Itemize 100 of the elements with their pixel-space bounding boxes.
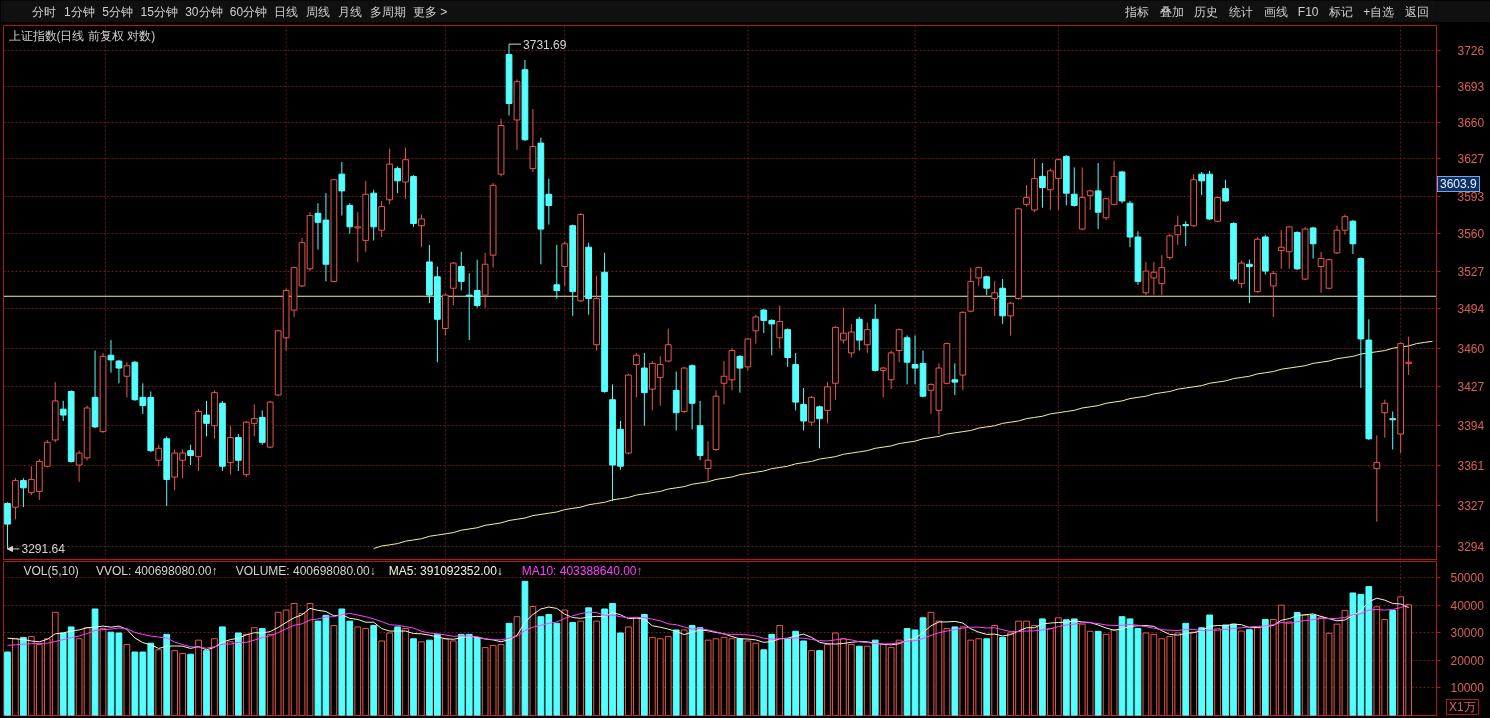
y-tick-label: 3560: [1457, 227, 1485, 242]
bar: [863, 645, 871, 716]
bar: [258, 628, 266, 716]
y-tick-label: 20000: [1450, 653, 1485, 668]
y-tick-label: 3693: [1457, 79, 1485, 94]
bar: [1301, 614, 1309, 716]
text: 画线: [1263, 4, 1288, 19]
annotation: 3291.64: [21, 542, 66, 557]
candlestick: [1309, 226, 1317, 260]
bar: [402, 628, 409, 716]
candlestick: [824, 381, 831, 424]
bar: [163, 633, 171, 716]
text: 标记: [1328, 4, 1354, 19]
y-tick-label: 3460: [1457, 341, 1485, 356]
candlestick: [1039, 162, 1046, 209]
annotation: 3731.69: [523, 37, 567, 52]
bar: [529, 605, 537, 716]
bar: [736, 638, 744, 716]
candlestick: [863, 322, 871, 354]
bar: [1254, 627, 1261, 716]
bar: [12, 638, 19, 716]
bar: [999, 636, 1006, 716]
bar: [641, 613, 648, 716]
bar: [187, 653, 194, 716]
text: 月线: [337, 4, 362, 19]
candlestick: [752, 314, 760, 345]
bar: [577, 620, 585, 716]
bar: [855, 645, 863, 716]
bar: [99, 628, 107, 716]
bar: [234, 632, 242, 716]
y-tick-label: 30000: [1450, 626, 1485, 641]
text: 多周期: [369, 4, 406, 19]
candlestick: [187, 444, 194, 466]
bar: [1182, 622, 1190, 716]
bar: [1389, 609, 1397, 716]
candlestick: [203, 400, 210, 437]
candlestick: [664, 328, 672, 363]
y-tick-label: 50000: [1450, 571, 1485, 586]
bar: [951, 626, 959, 716]
bar: [330, 625, 338, 716]
bar: [418, 641, 425, 716]
candlestick: [1094, 162, 1102, 230]
text: F10: [1297, 4, 1319, 19]
bar: [585, 607, 593, 716]
y-tick-label: 3294: [1457, 539, 1485, 554]
bar: [1261, 618, 1269, 716]
text: 15分钟: [140, 4, 178, 19]
y-tick-label: 3394: [1457, 419, 1485, 434]
bar: [983, 638, 991, 716]
annotation: 3603.9: [1437, 176, 1480, 192]
candlestick: [107, 339, 115, 374]
candlestick: [346, 202, 354, 235]
candlestick: [378, 200, 386, 238]
text: 60分钟: [229, 4, 268, 19]
bar: [505, 622, 513, 716]
line-series: [373, 340, 1434, 549]
bar: [219, 626, 226, 716]
candlestick: [855, 316, 863, 352]
candlestick: [800, 387, 807, 431]
bar: [20, 636, 27, 716]
bar: [808, 650, 815, 716]
candlestick: [553, 244, 561, 300]
candlestick: [1381, 399, 1389, 439]
bar: [991, 625, 999, 716]
candlestick: [1269, 270, 1277, 318]
text: 1分钟: [64, 4, 95, 19]
candlestick: [895, 328, 903, 363]
bar: [1039, 618, 1046, 716]
y-tick-label: 40000: [1450, 598, 1485, 613]
y-tick-label: 3527: [1457, 264, 1485, 279]
candlestick: [1373, 434, 1381, 523]
text: 叠加: [1159, 4, 1184, 19]
bar: [123, 644, 131, 716]
candlestick: [234, 433, 242, 472]
candlestick: [672, 371, 680, 431]
text: MA10: 403388640.00↑: [521, 563, 643, 578]
candlestick: [1182, 220, 1190, 247]
bar: [227, 641, 234, 716]
text: 统计: [1228, 4, 1253, 19]
bar: [203, 650, 210, 716]
candlestick: [20, 477, 27, 508]
candlestick: [1389, 411, 1397, 450]
candlestick: [338, 161, 346, 217]
candlestick: [561, 241, 569, 287]
candlestick: [1174, 215, 1182, 246]
bar: [1094, 630, 1102, 716]
candlestick: [394, 165, 401, 194]
bar: [521, 580, 529, 716]
bar: [410, 638, 417, 716]
candlestick: [1007, 301, 1014, 336]
candlestick: [1246, 259, 1253, 304]
candlestick: [704, 440, 712, 482]
y-tick-label: 10000: [1450, 681, 1485, 696]
text: 30分钟: [185, 4, 223, 19]
candlestick: [529, 108, 537, 173]
text: +自选: [1363, 4, 1395, 19]
chart-title: 上证指数(日线 前复权 对数): [8, 28, 156, 43]
bar: [155, 649, 163, 716]
bar: [211, 638, 218, 716]
bar: [561, 609, 569, 716]
